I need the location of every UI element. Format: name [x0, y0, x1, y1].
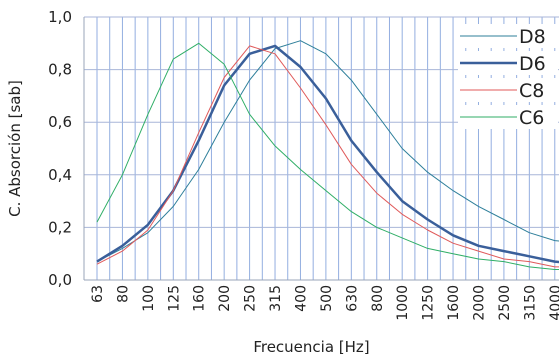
x-tick-label: 250 [243, 285, 259, 312]
x-tick-label: 3150 [522, 285, 538, 321]
legend: D8 D6 C8 C6 [458, 24, 558, 129]
x-tick-label: 630 [344, 285, 360, 312]
x-tick-label: 80 [115, 285, 131, 303]
x-tick-label: 500 [319, 285, 335, 312]
x-tick-label: 63 [90, 285, 106, 303]
y-tick-label: 0,2 [48, 218, 72, 236]
y-tick-label: 0,6 [48, 113, 72, 131]
legend-label-c6: C6 [519, 107, 544, 129]
x-tick-label: 1600 [446, 285, 462, 321]
x-tick-label: 4000 [548, 285, 559, 321]
series-line-d6 [96, 44, 559, 264]
y-tick-label: 0,4 [48, 166, 72, 184]
x-tick-label: 125 [166, 285, 182, 312]
y-tick-label: 0,8 [48, 61, 72, 79]
x-tick-label: 100 [141, 285, 157, 312]
x-tick-label: 400 [293, 285, 309, 312]
y-tick-label: 1,0 [48, 8, 72, 26]
legend-label-d6: D6 [519, 53, 546, 75]
series-line-c6 [96, 42, 559, 270]
series-line-d8 [96, 40, 559, 263]
x-tick-label: 2500 [497, 285, 513, 321]
x-axis-title: Frecuencia [Hz] [253, 338, 369, 356]
legend-label-c8: C8 [519, 80, 544, 102]
x-tick-label: 160 [192, 285, 208, 312]
x-tick-label: 2000 [471, 285, 487, 321]
x-tick-label: 1250 [421, 285, 437, 321]
x-tick-label: 800 [370, 285, 386, 312]
series-line-c8 [96, 45, 559, 268]
x-tick-label: 200 [217, 285, 233, 312]
y-tick-label: 0,0 [48, 271, 72, 289]
x-tick-label: 1000 [395, 285, 411, 321]
series-lines [96, 40, 559, 270]
legend-label-d8: D8 [519, 26, 546, 48]
axes: 0,0 0,2 0,4 0,6 0,8 1,0 63 80 100 125 160 200 250 315… [48, 8, 559, 321]
y-axis-title: C. Absorción [sab] [6, 80, 24, 217]
x-tick-label: 315 [268, 285, 284, 312]
